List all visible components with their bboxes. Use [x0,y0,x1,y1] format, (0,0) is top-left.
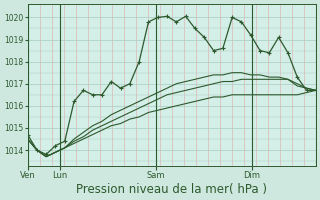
X-axis label: Pression niveau de la mer( hPa ): Pression niveau de la mer( hPa ) [76,183,267,196]
